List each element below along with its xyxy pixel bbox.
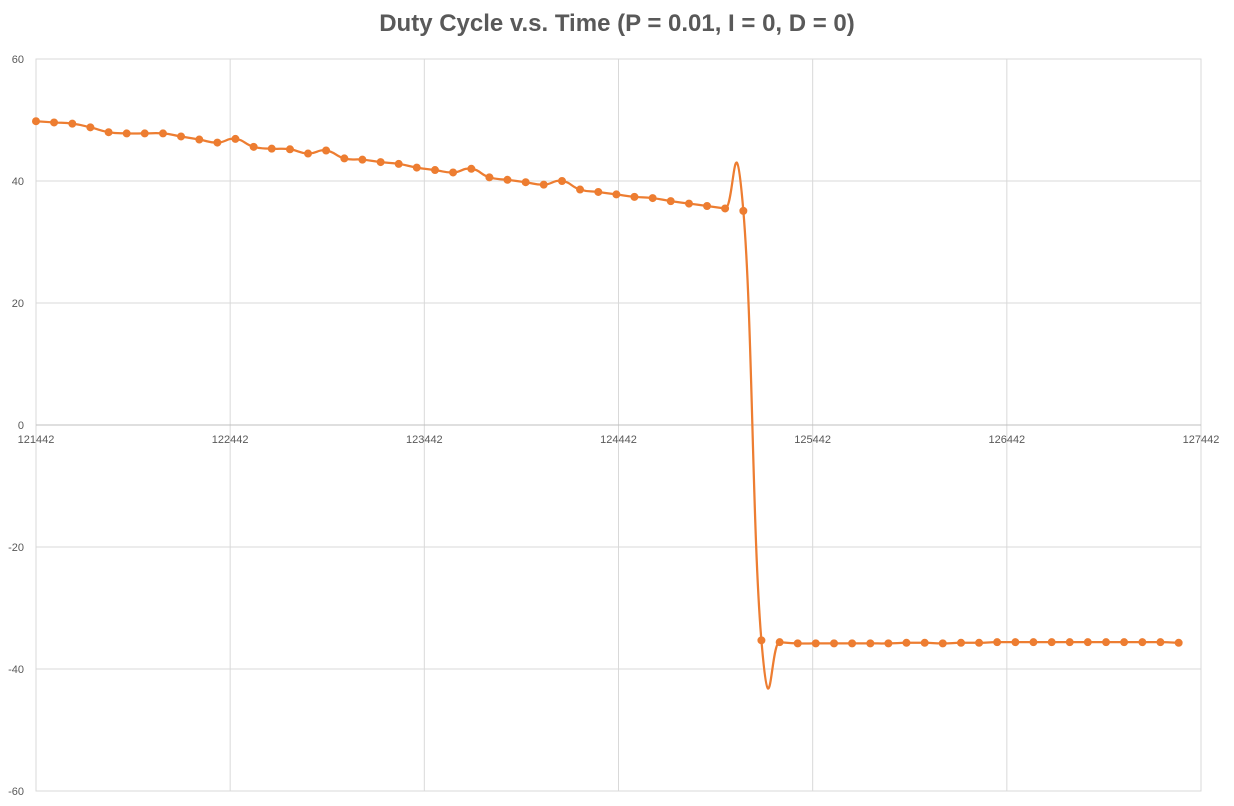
data-point — [1047, 638, 1056, 647]
data-point — [1120, 638, 1129, 647]
data-point — [412, 163, 421, 172]
data-point — [213, 138, 222, 147]
data-point — [177, 132, 186, 141]
series-layer — [32, 117, 1183, 690]
y-tick-label: 20 — [12, 298, 24, 310]
grid-layer — [35, 58, 1202, 792]
data-point — [340, 154, 349, 163]
y-tick-label: 60 — [12, 54, 24, 66]
data-point — [521, 178, 530, 187]
data-point — [431, 166, 440, 175]
data-point — [195, 135, 204, 144]
data-point — [86, 123, 95, 132]
y-tick-label: 40 — [12, 176, 24, 188]
x-tick-label: 124442 — [600, 434, 637, 446]
data-point — [648, 194, 657, 203]
data-point — [557, 177, 566, 185]
data-point — [938, 639, 947, 648]
data-point — [249, 142, 258, 151]
data-point — [757, 636, 766, 645]
data-point — [630, 192, 639, 201]
data-point — [993, 638, 1002, 647]
x-tick-label: 126442 — [988, 434, 1025, 446]
data-point — [1138, 638, 1147, 647]
data-point — [793, 639, 802, 648]
data-point — [32, 117, 40, 126]
chart-title: Duty Cycle v.s. Time (P = 0.01, I = 0, D… — [379, 10, 855, 37]
data-point — [467, 164, 476, 173]
data-point — [394, 159, 403, 168]
data-point — [902, 638, 911, 647]
y-tick-label: 0 — [18, 420, 24, 432]
data-point — [920, 638, 929, 647]
data-point — [576, 185, 585, 194]
data-point — [158, 129, 167, 138]
data-point — [1083, 638, 1092, 647]
data-point — [703, 202, 712, 211]
data-point — [267, 144, 276, 153]
data-point — [322, 146, 331, 155]
data-point — [684, 199, 693, 208]
x-tick-label: 127442 — [1183, 434, 1220, 446]
data-point — [285, 145, 294, 154]
data-point — [539, 180, 548, 189]
data-point — [304, 149, 313, 158]
data-point — [1174, 638, 1183, 647]
x-tick-label: 123442 — [406, 434, 443, 446]
data-point — [775, 638, 784, 647]
data-point — [50, 118, 59, 127]
data-point — [1156, 638, 1165, 647]
data-point — [68, 119, 77, 128]
data-point — [449, 168, 458, 177]
data-point — [485, 173, 494, 182]
data-point — [1011, 638, 1020, 647]
data-point — [1102, 638, 1111, 647]
x-tick-label: 122442 — [212, 434, 249, 446]
data-point — [122, 129, 131, 138]
data-point — [666, 197, 675, 206]
data-point — [830, 639, 839, 648]
x-tick-label: 125442 — [794, 434, 831, 446]
data-point — [975, 638, 984, 647]
data-point — [231, 134, 240, 143]
data-point — [884, 639, 893, 648]
data-point — [503, 175, 512, 184]
y-tick-label: -20 — [8, 542, 24, 554]
data-point — [140, 129, 149, 138]
data-point — [1029, 638, 1038, 647]
data-point — [358, 155, 367, 164]
data-point — [957, 638, 966, 647]
data-point — [612, 190, 621, 199]
y-tick-label: -40 — [8, 664, 24, 676]
data-point — [594, 187, 603, 196]
tick-label-layer: 121442 122442 123442 124442 125442 126442 1274… — [8, 54, 1219, 798]
x-tick-label: 121442 — [18, 434, 55, 446]
data-point — [104, 128, 113, 137]
y-tick-label: -60 — [8, 786, 24, 798]
data-point — [866, 639, 875, 648]
data-point — [1065, 638, 1074, 647]
data-point — [721, 204, 730, 213]
data-point — [376, 158, 385, 167]
data-point — [848, 639, 857, 648]
data-point — [739, 206, 748, 215]
data-point — [811, 639, 820, 648]
